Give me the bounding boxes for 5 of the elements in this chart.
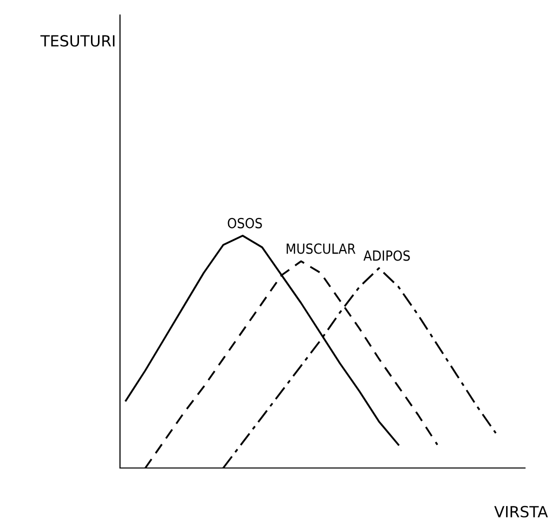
series-label: OSOS	[228, 218, 262, 228]
series-label: MUSCULAR	[286, 243, 356, 254]
text: TESUTURI	[40, 35, 114, 47]
series-label: ADIPOS	[363, 250, 410, 261]
x-axis-title: VIRSTA	[494, 506, 548, 518]
